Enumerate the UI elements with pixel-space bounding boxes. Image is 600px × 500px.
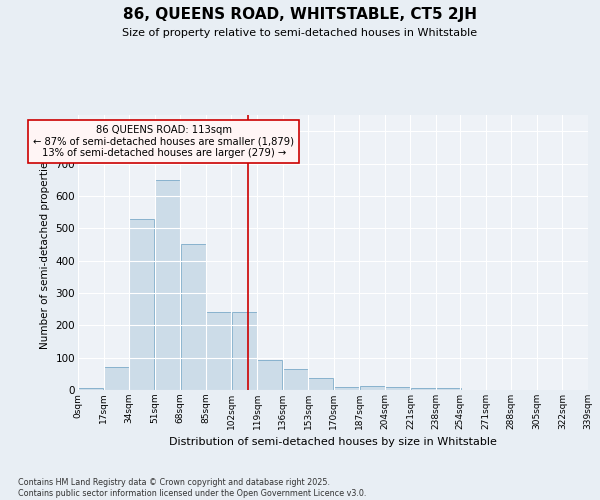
Bar: [334, 387, 359, 390]
Bar: [411, 388, 436, 390]
Text: Contains HM Land Registry data © Crown copyright and database right 2025.
Contai: Contains HM Land Registry data © Crown c…: [18, 478, 367, 498]
Y-axis label: Number of semi-detached properties: Number of semi-detached properties: [40, 156, 50, 349]
Bar: [155, 180, 180, 390]
Bar: [104, 368, 129, 390]
Bar: [232, 312, 257, 390]
Bar: [257, 360, 283, 390]
Bar: [385, 387, 410, 390]
X-axis label: Distribution of semi-detached houses by size in Whitstable: Distribution of semi-detached houses by …: [169, 438, 497, 448]
Text: 86 QUEENS ROAD: 113sqm
← 87% of semi-detached houses are smaller (1,879)
13% of : 86 QUEENS ROAD: 113sqm ← 87% of semi-det…: [33, 124, 294, 158]
Text: Size of property relative to semi-detached houses in Whitstable: Size of property relative to semi-detach…: [122, 28, 478, 38]
Bar: [308, 378, 334, 390]
Bar: [181, 244, 206, 390]
Bar: [359, 386, 385, 390]
Bar: [78, 388, 103, 390]
Bar: [206, 312, 231, 390]
Text: 86, QUEENS ROAD, WHITSTABLE, CT5 2JH: 86, QUEENS ROAD, WHITSTABLE, CT5 2JH: [123, 8, 477, 22]
Bar: [130, 218, 154, 390]
Bar: [436, 388, 461, 390]
Bar: [283, 369, 308, 390]
